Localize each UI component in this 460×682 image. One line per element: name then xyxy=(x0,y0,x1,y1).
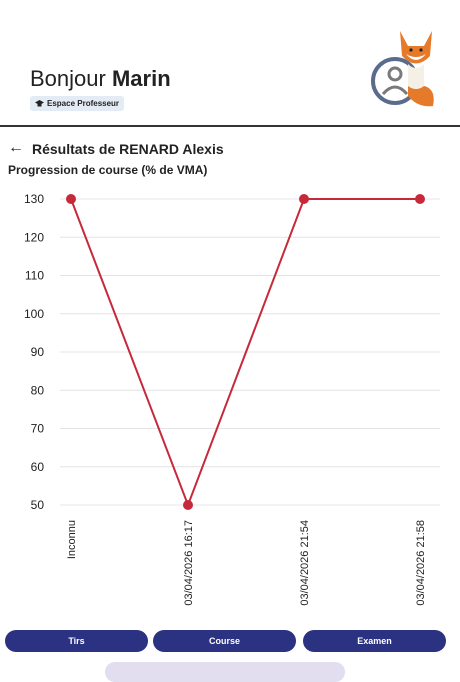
user-name: Marin xyxy=(111,66,171,91)
badge-text: Espace Professeur xyxy=(47,99,120,108)
x-tick-label: 03/04/2026 21:58 xyxy=(415,520,427,606)
chart-title: Progression de course (% de VMA) xyxy=(8,163,207,177)
fox-logo xyxy=(371,31,434,107)
data-point xyxy=(183,500,193,510)
y-tick-label: 60 xyxy=(31,460,45,474)
y-tick-label: 80 xyxy=(31,383,45,397)
y-tick-label: 130 xyxy=(24,192,44,206)
y-tick-label: 90 xyxy=(31,345,45,359)
bottom-bar xyxy=(105,662,345,682)
greeting-word: Bonjour xyxy=(30,66,106,91)
y-tick-label: 70 xyxy=(31,422,45,436)
chart: Progression de course (% de VMA) 50 60 70 8… xyxy=(8,163,440,606)
greeting: Bonjour Marin xyxy=(30,66,171,92)
data-point xyxy=(299,194,309,204)
tab-button[interactable]: Examen xyxy=(303,630,446,652)
page-title: Résultats de RENARD Alexis xyxy=(32,141,224,157)
header: Bonjour Marin Espace Professeur xyxy=(0,0,460,127)
series-line xyxy=(70,198,420,508)
y-tick-label: 100 xyxy=(24,307,44,321)
x-tick-label: 03/04/2026 16:17 xyxy=(183,520,195,606)
tab-button[interactable]: Tirs xyxy=(5,630,148,652)
cap-icon xyxy=(35,100,44,107)
role-badge: Espace Professeur xyxy=(30,96,125,111)
tab-button[interactable]: Course xyxy=(153,630,296,652)
y-tick-label: 50 xyxy=(31,498,45,512)
y-tick-label: 120 xyxy=(24,230,44,244)
back-arrow[interactable]: ← xyxy=(8,139,24,156)
data-point xyxy=(415,194,425,204)
data-point xyxy=(66,194,76,204)
x-tick-label: 03/04/2026 21:54 xyxy=(299,520,311,606)
x-tick-label: Inconnu xyxy=(66,520,78,559)
y-tick-label: 110 xyxy=(25,269,44,283)
